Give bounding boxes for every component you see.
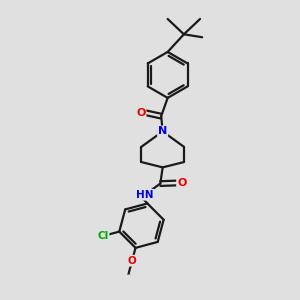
Text: O: O <box>136 108 146 118</box>
Text: O: O <box>177 178 187 188</box>
Text: HN: HN <box>136 190 154 200</box>
Text: Cl: Cl <box>98 231 109 241</box>
Text: N: N <box>158 126 167 136</box>
Text: methyl: methyl <box>127 273 132 275</box>
Text: O: O <box>128 256 136 266</box>
